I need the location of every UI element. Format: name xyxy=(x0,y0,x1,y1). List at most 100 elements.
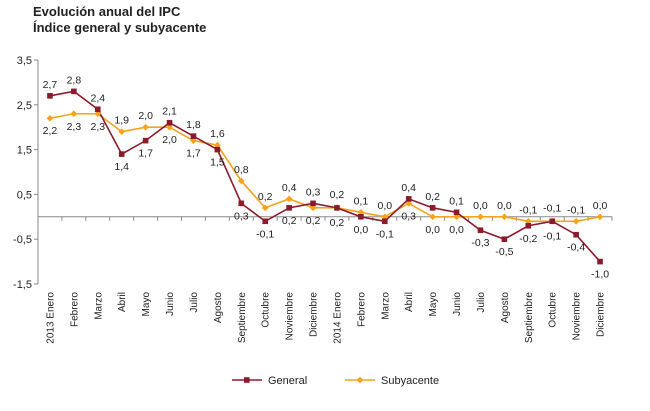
data-point-general xyxy=(238,200,245,207)
data-point-general xyxy=(286,205,292,211)
data-point-general xyxy=(429,205,436,211)
data-label-general: -0,1 xyxy=(256,228,274,240)
data-label-subyacente: 0,0 xyxy=(425,224,440,236)
data-point-subyacente xyxy=(214,141,221,149)
data-point-subyacente xyxy=(94,110,102,118)
data-point-general xyxy=(549,218,556,225)
legend-marker-subyacente xyxy=(356,376,364,384)
data-point-general xyxy=(262,218,269,225)
y-tick-label: 3,5 xyxy=(17,55,32,67)
x-tick-label: Abril xyxy=(117,292,128,312)
data-label-subyacente: -0,1 xyxy=(519,204,537,216)
data-label-subyacente: -0,1 xyxy=(567,204,585,216)
x-tick-label: Mayo xyxy=(141,292,152,317)
data-point-general xyxy=(381,218,388,225)
data-label-subyacente: 2,0 xyxy=(162,134,177,146)
data-point-general xyxy=(71,88,77,95)
data-point-general xyxy=(47,93,53,99)
data-point-general xyxy=(477,227,484,234)
data-label-general: 0,3 xyxy=(306,186,321,198)
data-point-subyacente xyxy=(405,200,413,207)
data-point-general xyxy=(214,146,221,153)
y-tick-label: -1,5 xyxy=(13,279,32,291)
data-label-general: 1,8 xyxy=(186,119,201,131)
x-tick-label: Febrero xyxy=(69,292,80,327)
data-label-general: -0,1 xyxy=(543,202,561,214)
data-label-general: 2,7 xyxy=(43,79,58,91)
x-tick-label: Octubre xyxy=(548,292,559,328)
x-tick-label: Agosto xyxy=(213,292,224,324)
data-label-general: 1,7 xyxy=(138,148,153,160)
chart-title: Evolución anual del IPC xyxy=(33,4,181,19)
data-label-general: 2,4 xyxy=(90,92,105,104)
data-point-general xyxy=(358,214,364,220)
data-label-subyacente: 0,0 xyxy=(473,200,488,212)
data-point-subyacente xyxy=(429,213,436,221)
x-tick-label: Octubre xyxy=(261,292,272,328)
data-point-general xyxy=(310,200,316,207)
y-tick-label: 2,5 xyxy=(17,100,32,112)
data-point-subyacente xyxy=(190,137,197,144)
data-point-subyacente xyxy=(70,110,78,118)
y-tick-label: -0,5 xyxy=(13,234,32,246)
data-label-subyacente: 0,2 xyxy=(306,215,321,227)
x-tick-label: Mayo xyxy=(428,292,439,317)
data-point-subyacente xyxy=(381,213,389,221)
data-point-subyacente xyxy=(596,213,604,221)
data-label-general: -0,2 xyxy=(519,233,537,245)
data-point-subyacente xyxy=(261,204,269,212)
data-label-general: 0,4 xyxy=(401,182,416,194)
data-point-subyacente xyxy=(357,209,365,216)
data-label-subyacente: 0,0 xyxy=(593,200,608,212)
x-tick-label: Noviembre xyxy=(572,292,583,341)
data-label-general: -0,4 xyxy=(567,242,585,254)
data-point-subyacente xyxy=(453,213,460,221)
data-point-subyacente xyxy=(46,114,54,122)
data-point-general xyxy=(190,133,197,139)
data-label-subyacente: 0,2 xyxy=(330,217,345,229)
data-label-general: 1,4 xyxy=(114,161,129,173)
x-tick-label: 2013 Enero xyxy=(45,292,56,344)
data-label-subyacente: 2,0 xyxy=(138,110,153,122)
series-line-subyacente xyxy=(49,112,601,223)
data-label-subyacente: 0,0 xyxy=(497,200,512,212)
data-label-subyacente: 1,7 xyxy=(186,148,201,160)
legend-label-subyacente: Subyacente xyxy=(381,375,439,387)
data-point-subyacente xyxy=(309,204,317,212)
data-point-subyacente xyxy=(142,123,149,131)
data-label-general: -0,5 xyxy=(495,246,513,258)
data-label-general: 0,2 xyxy=(330,189,345,201)
data-label-general: 0,0 xyxy=(354,224,369,236)
data-point-subyacente xyxy=(501,213,508,221)
x-tick-label: Noviembre xyxy=(285,292,296,341)
data-point-general xyxy=(334,205,340,211)
x-tick-label: Junio xyxy=(165,292,176,316)
x-tick-label: Agosto xyxy=(500,292,511,324)
data-point-subyacente xyxy=(166,123,173,131)
data-label-general: 0,2 xyxy=(425,191,440,203)
data-point-subyacente xyxy=(118,128,126,135)
data-label-general: -0,1 xyxy=(376,228,394,240)
data-label-general: -1,0 xyxy=(591,269,609,281)
data-point-general xyxy=(573,231,579,238)
x-tick-label: Abril xyxy=(404,292,415,312)
data-point-general xyxy=(118,151,125,157)
data-label-subyacente: 0,8 xyxy=(234,164,249,176)
data-label-subyacente: 0,0 xyxy=(449,224,464,236)
data-label-subyacente: 2,3 xyxy=(67,121,82,133)
data-label-subyacente: 0,3 xyxy=(401,210,416,222)
data-point-subyacente xyxy=(477,213,484,221)
data-label-general: 0,3 xyxy=(234,210,249,222)
y-tick-label: 0,5 xyxy=(17,189,32,201)
data-point-general xyxy=(142,137,149,144)
data-point-general xyxy=(94,106,101,113)
data-label-subyacente: 2,2 xyxy=(43,125,58,137)
y-tick-label: 1,5 xyxy=(17,145,32,157)
data-label-subyacente: 0,1 xyxy=(354,195,369,207)
data-point-general xyxy=(166,119,173,126)
legend-label-general: General xyxy=(268,375,307,387)
data-label-subyacente: -0,1 xyxy=(543,230,561,242)
x-tick-label: 2014 Enero xyxy=(332,292,343,344)
